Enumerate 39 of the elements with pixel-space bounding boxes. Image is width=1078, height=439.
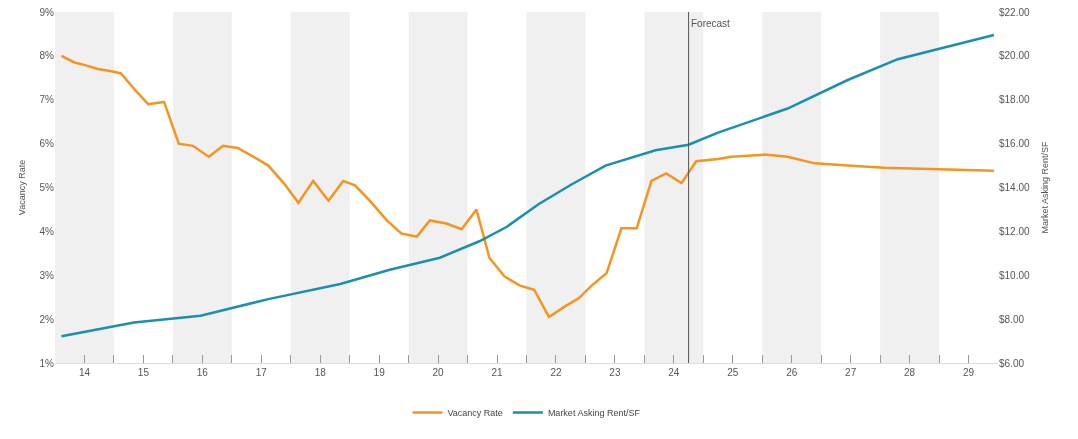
x-tick-label: 24	[668, 367, 680, 378]
x-tick-label: 28	[904, 367, 916, 378]
x-tick-label: 22	[550, 367, 562, 378]
y2-tick-label: $6.00	[999, 357, 1025, 369]
y-tick-label: 7%	[39, 94, 55, 106]
x-tick-label: 17	[255, 367, 268, 378]
ref-line-label: Forecast	[691, 18, 731, 29]
y-axis-title: Vacancy Rate	[16, 159, 27, 216]
legend-label: Vacancy Rate	[447, 408, 503, 419]
x-tick-label: 15	[137, 367, 150, 378]
x-tick-label: 14	[78, 367, 91, 378]
y-tick-label: 6%	[39, 138, 55, 150]
y2-tick-label: $16.00	[999, 138, 1031, 150]
legend-label: Market Asking Rent/SF	[547, 408, 641, 419]
y2-tick-label: $10.00	[999, 269, 1031, 281]
y2-tick-label: $20.00	[999, 50, 1031, 62]
x-tick-label: 29	[962, 367, 975, 378]
y-tick-label: 8%	[39, 50, 55, 62]
y-tick-label: 1%	[39, 357, 55, 369]
x-tick-label: 27	[845, 367, 857, 378]
y-tick-label: 3%	[39, 269, 55, 281]
x-tick-label: 21	[491, 367, 504, 378]
y2-tick-label: $22.00	[999, 6, 1031, 18]
y2-tick-label: $18.00	[999, 94, 1031, 106]
x-tick-label: 23	[609, 367, 621, 378]
y2-tick-label: $12.00	[999, 225, 1031, 237]
y-tick-label: 9%	[39, 6, 55, 18]
x-tick-label: 18	[314, 367, 327, 378]
y-tick-label: 2%	[39, 313, 55, 325]
x-tick-label: 26	[786, 367, 798, 378]
y2-axis-title: Market Asking Rent/SF	[1039, 140, 1050, 234]
x-tick-label: 20	[432, 367, 445, 378]
y-tick-label: 4%	[39, 225, 55, 237]
y2-tick-label: $8.00	[999, 313, 1025, 325]
x-tick-label: 16	[196, 367, 209, 378]
x-tick-label: 19	[373, 367, 386, 378]
y2-tick-label: $14.00	[999, 182, 1031, 193]
y-tick-label: 5%	[39, 182, 55, 193]
x-tick-label: 25	[727, 367, 739, 378]
